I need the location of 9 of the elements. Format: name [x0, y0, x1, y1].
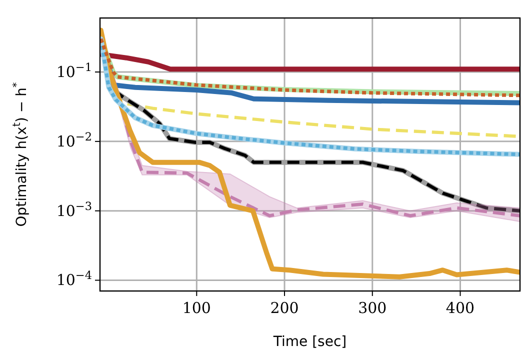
- y-tick-label: 10$^{−3}$: [56, 199, 92, 220]
- x-tick-label: 100: [182, 299, 211, 317]
- x-tick-label: 300: [358, 299, 387, 317]
- y-tick-label: 10$^{−2}$: [56, 130, 92, 150]
- y-tick-label: 10$^{−1}$: [56, 60, 92, 82]
- x-tick-label: 400: [446, 299, 475, 317]
- y-tick-label: 10$^{−4}$: [56, 268, 92, 290]
- x-tick-label: 200: [270, 299, 299, 317]
- x-axis-title: Time [sec]: [272, 334, 347, 350]
